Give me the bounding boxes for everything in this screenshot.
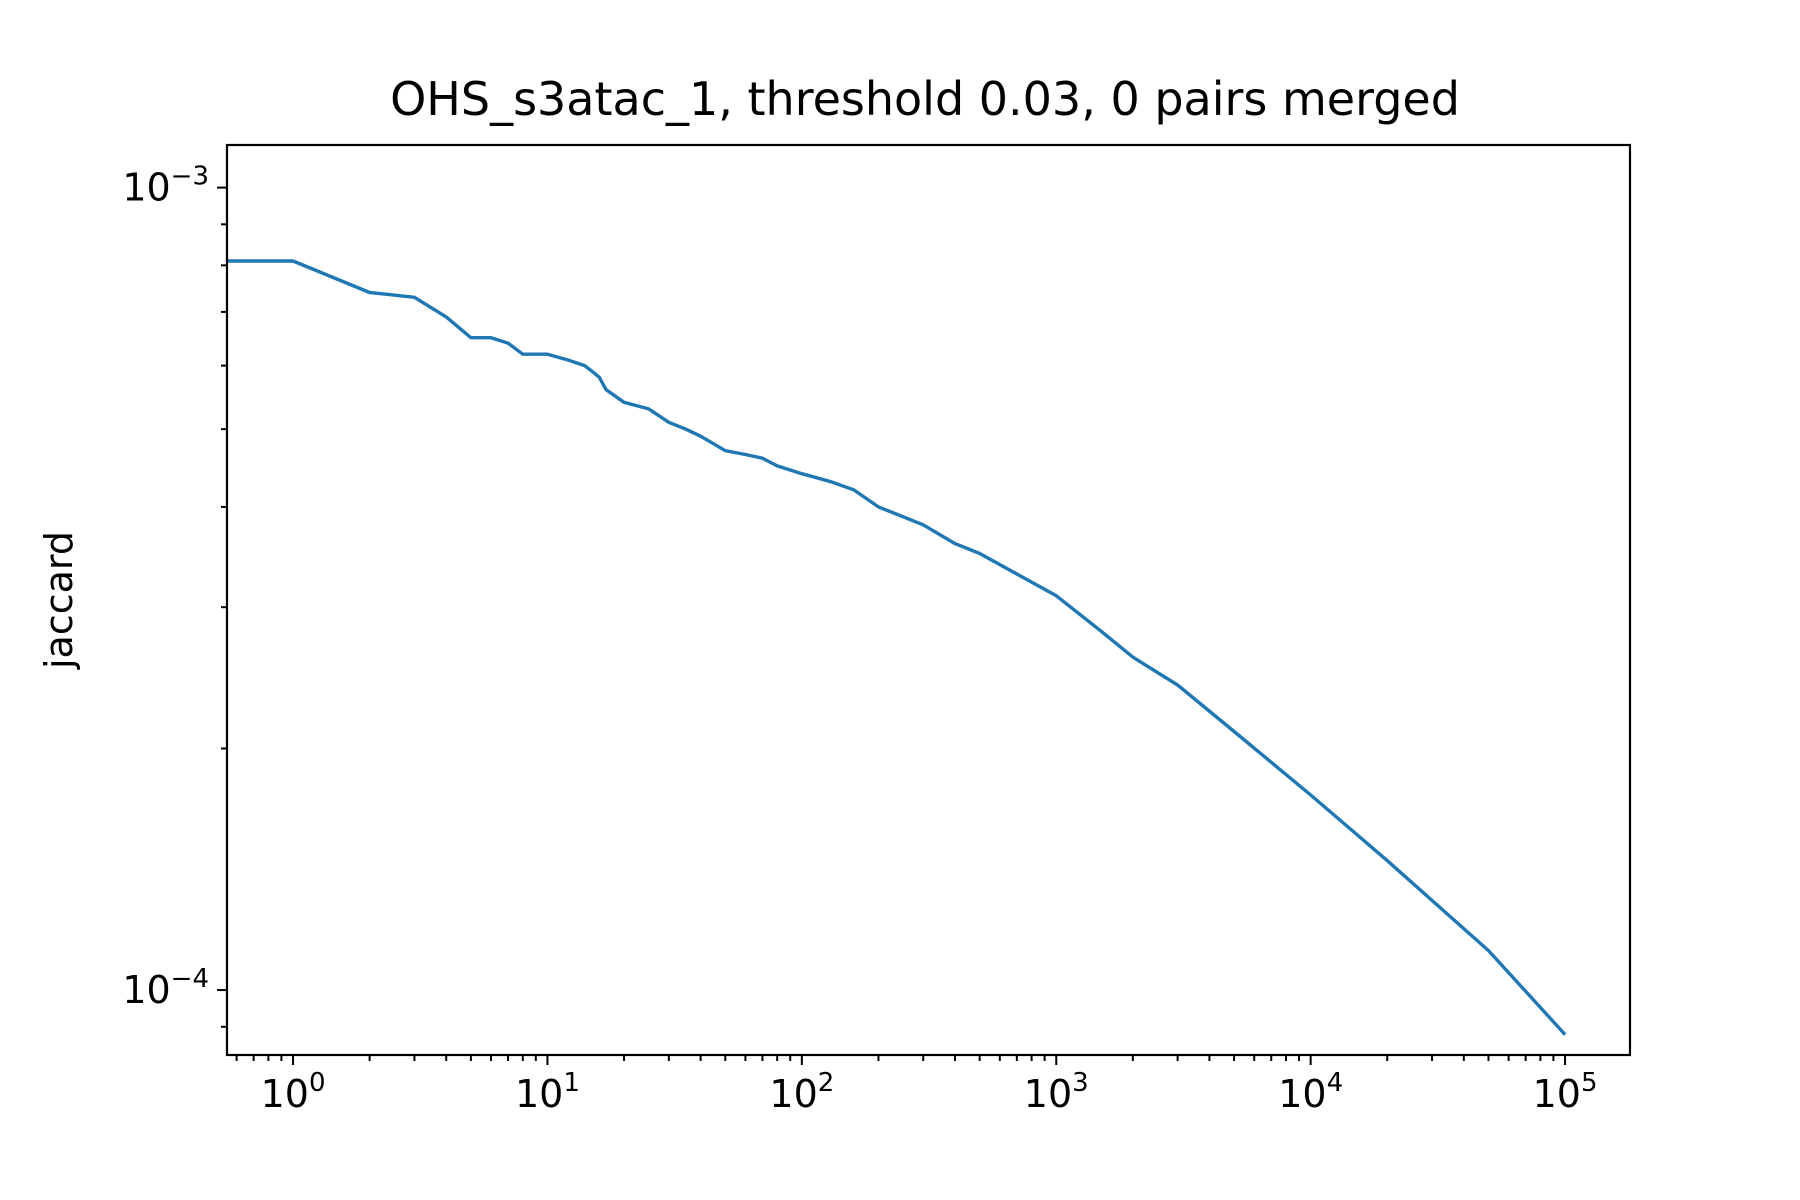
y-tick-label: 10−3 [122,162,209,210]
y-tick-label: 10−4 [122,964,209,1012]
x-tick-label: 101 [515,1068,580,1116]
x-tick-label: 100 [261,1068,326,1116]
x-tick-label: 102 [769,1068,834,1116]
x-tick-label: 103 [1024,1068,1089,1116]
y-axis-label: jaccard [37,531,81,670]
axis-ticks: 100 101 102 103 104 105 10−3 10−4 [122,162,1597,1116]
plot-frame [225,143,1632,1057]
chart-title: OHS_s3atac_1, threshold 0.03, 0 pairs me… [390,72,1460,126]
x-tick-label: 104 [1278,1068,1343,1116]
series-line [227,259,1567,1036]
x-tick-label: 105 [1533,1068,1598,1116]
series-layer [227,259,1567,1036]
